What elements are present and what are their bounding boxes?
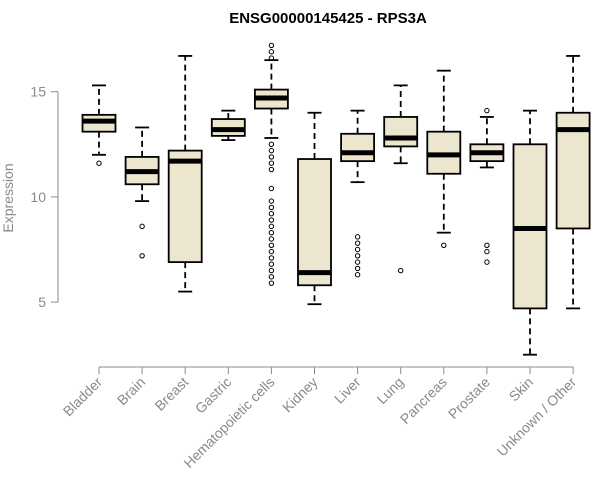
- plot-area: [81, 42, 591, 356]
- outlier-point: [268, 223, 275, 230]
- outlier-point: [354, 265, 361, 272]
- outlier-point: [484, 107, 490, 114]
- box-skin: [512, 109, 548, 356]
- outlier-point: [441, 242, 447, 248]
- outlier-point: [139, 223, 145, 230]
- outlier-point: [96, 160, 102, 166]
- x-tick-label: Brain: [114, 374, 148, 408]
- box-iqr: [383, 116, 419, 148]
- x-tick-label: Kidney: [279, 374, 321, 416]
- outlier-point: [268, 280, 275, 286]
- outlier-point: [354, 246, 361, 253]
- box-iqr: [167, 149, 203, 264]
- y-axis-label: Expression: [0, 163, 16, 232]
- chart-title: ENSG00000145425 - RPS3A: [229, 10, 427, 27]
- box-hematopoietic-cells: [253, 42, 289, 286]
- y-axis: 5 10 15: [30, 84, 59, 310]
- box-breast: [167, 55, 203, 293]
- y-tick-label: 15: [30, 84, 46, 100]
- box-pancreas: [426, 69, 462, 248]
- box-kidney: [297, 111, 332, 306]
- outlier-point: [354, 240, 361, 246]
- x-tick-label: Breast: [151, 374, 191, 414]
- x-tick-label: Liver: [331, 374, 364, 407]
- outlier-point: [268, 166, 275, 173]
- x-tick-label: Skin: [506, 374, 537, 405]
- outlier-point: [354, 253, 361, 259]
- outlier-point: [268, 211, 275, 217]
- x-tick-label: Gastric: [192, 374, 235, 417]
- x-tick-label: Pancreas: [397, 374, 450, 427]
- outlier-point: [268, 236, 275, 242]
- x-tick-label: Unknown / Other: [494, 374, 580, 460]
- outlier-point: [354, 259, 361, 265]
- y-tick-label: 10: [30, 189, 46, 205]
- outlier-point: [268, 160, 275, 166]
- outlier-point: [268, 204, 275, 211]
- x-tick-label: Bladder: [60, 374, 106, 420]
- outlier-point: [354, 234, 361, 240]
- outlier-point: [484, 248, 490, 255]
- outlier-point: [484, 242, 490, 248]
- outlier-point: [268, 217, 275, 223]
- x-tick-label: Prostate: [445, 374, 493, 422]
- outlier-point: [268, 49, 275, 55]
- outlier-point: [484, 259, 490, 265]
- outlier-point: [268, 242, 275, 248]
- outlier-point: [268, 154, 275, 160]
- outlier-point: [268, 55, 275, 61]
- outlier-point: [354, 272, 361, 278]
- outlier-point: [268, 274, 275, 280]
- outlier-point: [268, 261, 275, 267]
- outlier-point: [268, 185, 275, 192]
- outlier-point: [268, 42, 275, 49]
- box-gastric: [210, 109, 246, 141]
- box-liver: [340, 109, 376, 278]
- outlier-point: [139, 253, 145, 259]
- outlier-point: [268, 198, 275, 204]
- box-brain: [124, 126, 160, 259]
- box-prostate: [469, 107, 505, 265]
- box-iqr: [340, 132, 376, 163]
- outlier-point: [268, 229, 275, 236]
- box-lung: [383, 84, 419, 274]
- box-unknown-other: [555, 55, 591, 310]
- outlier-point: [268, 248, 275, 255]
- y-tick-label: 5: [38, 294, 46, 310]
- outlier-point: [398, 267, 404, 274]
- x-tick-label: Lung: [373, 374, 406, 407]
- outlier-point: [268, 267, 275, 274]
- outlier-point: [268, 141, 275, 147]
- box-bladder: [81, 84, 117, 166]
- box-iqr: [297, 158, 332, 287]
- outlier-point: [268, 255, 275, 261]
- outlier-point: [268, 147, 275, 154]
